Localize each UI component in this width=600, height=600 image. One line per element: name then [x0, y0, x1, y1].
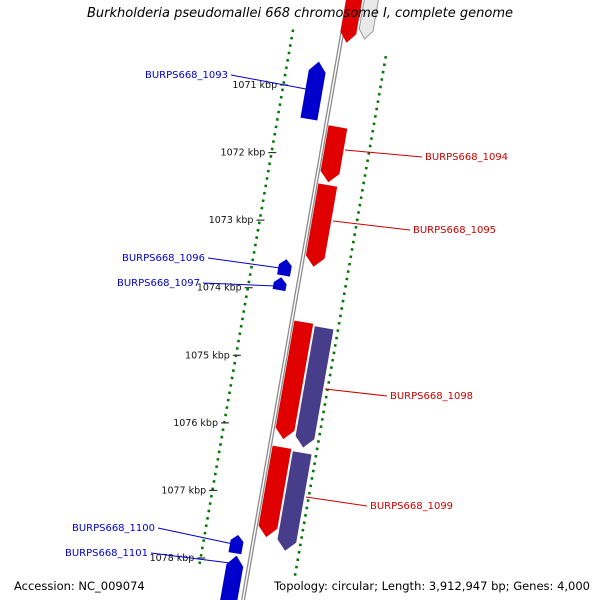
gene-arrow-BURPS668_1099-overlay[interactable]	[277, 451, 312, 551]
gene-arrow-BURPS668_1100[interactable]	[228, 535, 244, 555]
gene-label-leader	[157, 527, 234, 545]
gene-arrow-BURPS668_1097[interactable]	[272, 277, 287, 292]
gene-arrow-partial-upstream-red[interactable]	[340, 0, 365, 43]
gene-arrow-BURPS668_1099[interactable]	[258, 445, 292, 538]
accession-text: Accession: NC_009074	[14, 579, 145, 593]
gene-arrow-BURPS668_1093[interactable]	[300, 61, 326, 121]
scale-dotted-right	[292, 55, 388, 581]
gene-label-BURPS668_1100: BURPS668_1100	[72, 523, 155, 534]
gene-label-leader	[230, 74, 307, 90]
gene-label-BURPS668_1093: BURPS668_1093	[145, 70, 228, 81]
scale-dotted-left	[197, 29, 295, 568]
gene-label-BURPS668_1099: BURPS668_1099	[370, 501, 453, 512]
ruler-label-1075: 1075 kbp	[185, 350, 230, 361]
gene-arrow-BURPS668_1094[interactable]	[320, 125, 348, 183]
ruler-label-1073: 1073 kbp	[209, 215, 254, 226]
gene-arrow-BURPS668_1101[interactable]	[219, 555, 244, 600]
gene-arrow-BURPS668_1098[interactable]	[275, 320, 314, 440]
gene-label-leader	[332, 220, 411, 231]
gene-label-leader	[202, 282, 277, 287]
gene-arrow-BURPS668_1096[interactable]	[277, 259, 292, 277]
ruler-label-1078: 1078 kbp	[150, 553, 195, 564]
topology-text: Topology: circular; Length: 3,912,947 bp…	[274, 579, 590, 593]
gene-label-leader	[305, 496, 368, 507]
gene-label-BURPS668_1098: BURPS668_1098	[390, 391, 473, 402]
page-title: Burkholderia pseudomallei 668 chromosome…	[86, 6, 514, 21]
gene-label-BURPS668_1096: BURPS668_1096	[122, 253, 205, 264]
ruler-label-1076: 1076 kbp	[173, 418, 218, 429]
gene-label-leader	[344, 149, 423, 158]
gene-label-leader	[207, 257, 281, 269]
gene-label-leader	[324, 388, 388, 397]
gene-arrow-BURPS668_1098-overlay[interactable]	[295, 326, 334, 448]
ruler-label-1072: 1072 kbp	[221, 148, 266, 159]
backbone-line-center	[242, 0, 349, 600]
gene-label-BURPS668_1094: BURPS668_1094	[425, 152, 508, 163]
ruler-label-1074: 1074 kbp	[197, 283, 242, 294]
ruler-label-1077: 1077 kbp	[161, 485, 206, 496]
gene-label-BURPS668_1097: BURPS668_1097	[117, 278, 200, 289]
gene-arrow-BURPS668_1095[interactable]	[305, 183, 338, 267]
gene-arrow-partial-upstream-gray[interactable]	[358, 0, 379, 40]
gene-label-BURPS668_1095: BURPS668_1095	[413, 225, 496, 236]
gene-label-leader	[150, 552, 231, 564]
ruler-label-1071: 1071 kbp	[232, 80, 277, 91]
gene-label-BURPS668_1101: BURPS668_1101	[65, 548, 148, 559]
